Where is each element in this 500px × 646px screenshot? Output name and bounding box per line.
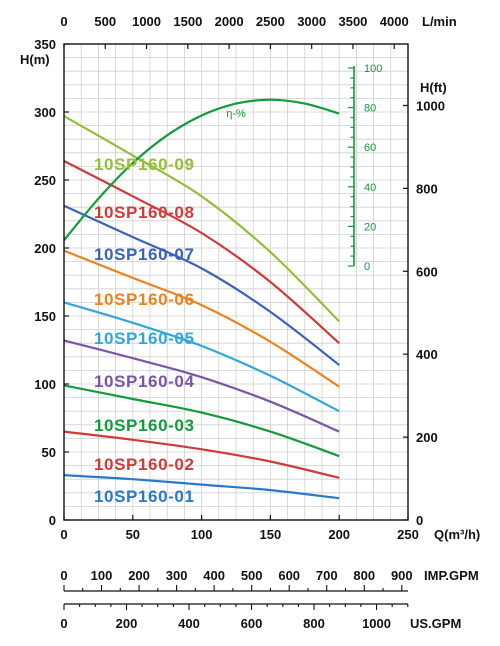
head-m-tick-label: 350 bbox=[34, 37, 56, 52]
series-label-10SP160-06: 10SP160-06 bbox=[94, 290, 195, 309]
imp-gpm-tick-label: 700 bbox=[316, 568, 338, 583]
efficiency-tick-label: 100 bbox=[364, 63, 382, 75]
lmin-tick-label: 2500 bbox=[256, 14, 285, 29]
head-m-tick-label: 100 bbox=[34, 377, 56, 392]
q-tick-label: 150 bbox=[260, 527, 282, 542]
us-gpm-tick-label: 800 bbox=[303, 616, 325, 631]
efficiency-curve-label: η-% bbox=[226, 108, 246, 120]
head-curve-10SP160-05 bbox=[63, 301, 340, 413]
q-tick-label: 250 bbox=[397, 527, 419, 542]
head-curve-10SP160-09 bbox=[63, 115, 340, 323]
efficiency-tick-label: 20 bbox=[364, 221, 376, 233]
q-tick-label: 0 bbox=[60, 527, 67, 542]
head-ft-tick-label: 1000 bbox=[416, 98, 445, 113]
head-curve-10SP160-08 bbox=[63, 160, 340, 345]
head-m-tick-label: 200 bbox=[34, 241, 56, 256]
head-ft-tick-label: 200 bbox=[416, 430, 438, 445]
head-curve-10SP160-06 bbox=[63, 249, 340, 388]
performance-curves: η-% bbox=[63, 98, 340, 500]
us-gpm-tick-label: 1000 bbox=[362, 616, 391, 631]
imp-gpm-tick-label: 800 bbox=[353, 568, 375, 583]
head-ft-tick-label: 0 bbox=[416, 513, 423, 528]
imp-gpm-tick-label: 500 bbox=[241, 568, 263, 583]
efficiency-tick-label: 80 bbox=[364, 103, 376, 115]
imp-gpm-tick-label: 400 bbox=[203, 568, 225, 583]
head-m-axis-label: H(m) bbox=[20, 52, 50, 67]
lmin-tick-label: 1500 bbox=[173, 14, 202, 29]
head-ft-tick-label: 400 bbox=[416, 347, 438, 362]
imp-gpm-tick-label: 600 bbox=[278, 568, 300, 583]
series-label-10SP160-01: 10SP160-01 bbox=[94, 487, 195, 506]
head-curve-10SP160-01 bbox=[63, 474, 340, 500]
us-gpm-tick-label: 0 bbox=[60, 616, 67, 631]
us-gpm-tick-label: 600 bbox=[241, 616, 263, 631]
lmin-tick-label: 2000 bbox=[215, 14, 244, 29]
head-curve-10SP160-02 bbox=[63, 430, 340, 479]
head-m-tick-label: 0 bbox=[49, 513, 56, 528]
q-axis-label: Q(m³/h) bbox=[434, 527, 480, 542]
series-label-10SP160-07: 10SP160-07 bbox=[94, 245, 195, 264]
efficiency-tick-label: 40 bbox=[364, 182, 376, 194]
head-m-tick-label: 250 bbox=[34, 173, 56, 188]
head-curve-10SP160-03 bbox=[63, 384, 340, 458]
lmin-tick-label: 0 bbox=[60, 14, 67, 29]
series-label-10SP160-08: 10SP160-08 bbox=[94, 203, 195, 222]
us-gpm-tick-label: 400 bbox=[178, 616, 200, 631]
head-ft-tick-label: 800 bbox=[416, 181, 438, 196]
head-m-tick-label: 150 bbox=[34, 309, 56, 324]
head-ft-axis-label: H(ft) bbox=[420, 80, 447, 95]
imp-gpm-tick-label: 0 bbox=[60, 568, 67, 583]
lmin-axis-label: L/min bbox=[422, 14, 457, 29]
imp-gpm-tick-label: 300 bbox=[166, 568, 188, 583]
series-label-10SP160-09: 10SP160-09 bbox=[94, 155, 195, 174]
lmin-tick-label: 500 bbox=[94, 14, 116, 29]
imp-gpm-tick-label: 900 bbox=[391, 568, 413, 583]
head-m-tick-label: 300 bbox=[34, 105, 56, 120]
axes: 0 50 100 150 200 250 Q(m³/h)0 500 1000 1500 2000 25… bbox=[20, 14, 480, 631]
efficiency-scale: 0 20 40 60 80 100 bbox=[348, 63, 382, 273]
q-tick-label: 50 bbox=[126, 527, 140, 542]
lmin-tick-label: 3500 bbox=[338, 14, 367, 29]
imp-gpm-tick-label: 100 bbox=[91, 568, 113, 583]
q-tick-label: 200 bbox=[328, 527, 350, 542]
efficiency-tick-label: 60 bbox=[364, 142, 376, 154]
head-ft-tick-label: 600 bbox=[416, 264, 438, 279]
imp-gpm-tick-label: 200 bbox=[128, 568, 150, 583]
head-curve-10SP160-07 bbox=[63, 204, 340, 366]
series-labels: 10SP160-01 10SP160-02 10SP160-03 10SP160-04… bbox=[94, 155, 195, 506]
head-m-tick-label: 50 bbox=[42, 445, 56, 460]
us-gpm-axis-label: US.GPM bbox=[410, 616, 461, 631]
imp-gpm-axis-label: IMP.GPM bbox=[424, 568, 479, 583]
lmin-tick-label: 3000 bbox=[297, 14, 326, 29]
series-label-10SP160-05: 10SP160-05 bbox=[94, 329, 195, 348]
head-curve-10SP160-04 bbox=[63, 339, 340, 433]
q-tick-label: 100 bbox=[191, 527, 213, 542]
efficiency-curve bbox=[63, 98, 340, 241]
series-label-10SP160-04: 10SP160-04 bbox=[94, 372, 195, 391]
series-label-10SP160-03: 10SP160-03 bbox=[94, 416, 195, 435]
plot-frame bbox=[63, 43, 409, 521]
us-gpm-tick-label: 200 bbox=[116, 616, 138, 631]
series-label-10SP160-02: 10SP160-02 bbox=[94, 455, 195, 474]
lmin-tick-label: 4000 bbox=[380, 14, 409, 29]
efficiency-tick-label: 0 bbox=[364, 261, 370, 273]
lmin-tick-label: 1000 bbox=[132, 14, 161, 29]
